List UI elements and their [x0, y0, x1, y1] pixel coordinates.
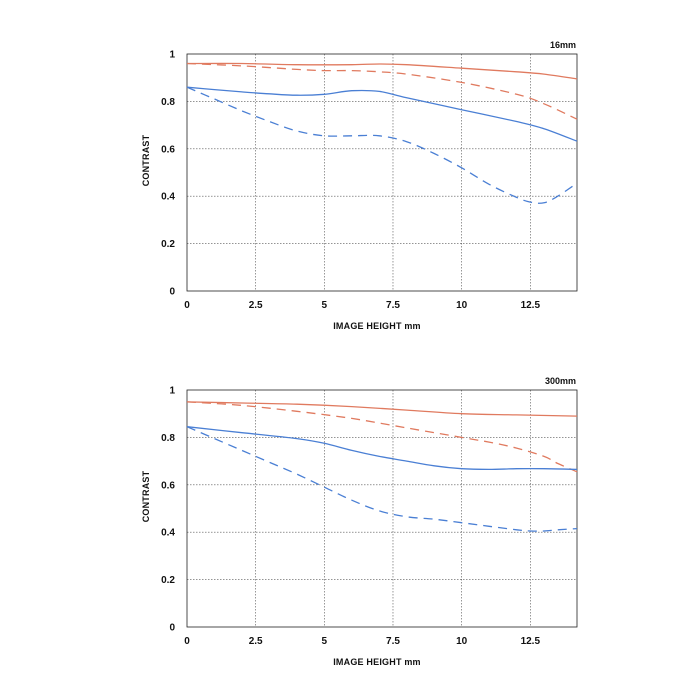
- x-tick-label: 10: [456, 636, 468, 647]
- y-tick-label: 1: [169, 386, 175, 397]
- y-tick-label: 0.2: [161, 575, 175, 586]
- x-tick-label: 2.5: [249, 300, 263, 311]
- x-tick-label: 0: [184, 300, 190, 311]
- series-line-solid-2: [186, 86, 578, 142]
- plot-frame: [186, 53, 578, 292]
- y-tick-label: 0.4: [161, 192, 175, 203]
- x-tick-label: 7.5: [386, 636, 400, 647]
- y-tick-label: 1: [169, 50, 175, 61]
- chart-title: 16mm: [550, 40, 576, 50]
- y-tick-label: 0.6: [161, 480, 175, 491]
- series-line-solid-2: [186, 426, 578, 471]
- series-line-dashed-1: [186, 62, 578, 120]
- y-tick-label: 0: [169, 287, 175, 298]
- y-axis-label: CONTRAST: [141, 470, 151, 522]
- y-tick-label: 0.8: [161, 97, 175, 108]
- x-tick-label: 12.5: [521, 636, 541, 647]
- y-axis-label: CONTRAST: [141, 134, 151, 186]
- x-axis-label: IMAGE HEIGHT mm: [333, 321, 421, 331]
- chart-title: 300mm: [545, 376, 576, 386]
- x-tick-label: 12.5: [521, 300, 541, 311]
- x-tick-label: 2.5: [249, 636, 263, 647]
- series-line-solid-0: [186, 62, 578, 80]
- x-tick-label: 5: [322, 636, 328, 647]
- x-tick-label: 7.5: [386, 300, 400, 311]
- y-tick-label: 0.4: [161, 528, 175, 539]
- y-tick-label: 0.8: [161, 433, 175, 444]
- y-tick-label: 0: [169, 623, 175, 634]
- x-axis-label: IMAGE HEIGHT mm: [333, 657, 421, 667]
- series-line-dashed-3: [186, 426, 578, 532]
- series-line-dashed-1: [186, 401, 578, 473]
- x-tick-label: 5: [322, 300, 328, 311]
- series-line-solid-0: [186, 401, 578, 417]
- x-tick-label: 10: [456, 300, 468, 311]
- y-tick-label: 0.2: [161, 239, 175, 250]
- series-line-dashed-3: [186, 86, 578, 204]
- plot-frame: [186, 389, 578, 628]
- y-tick-label: 0.6: [161, 144, 175, 155]
- x-tick-label: 0: [184, 636, 190, 647]
